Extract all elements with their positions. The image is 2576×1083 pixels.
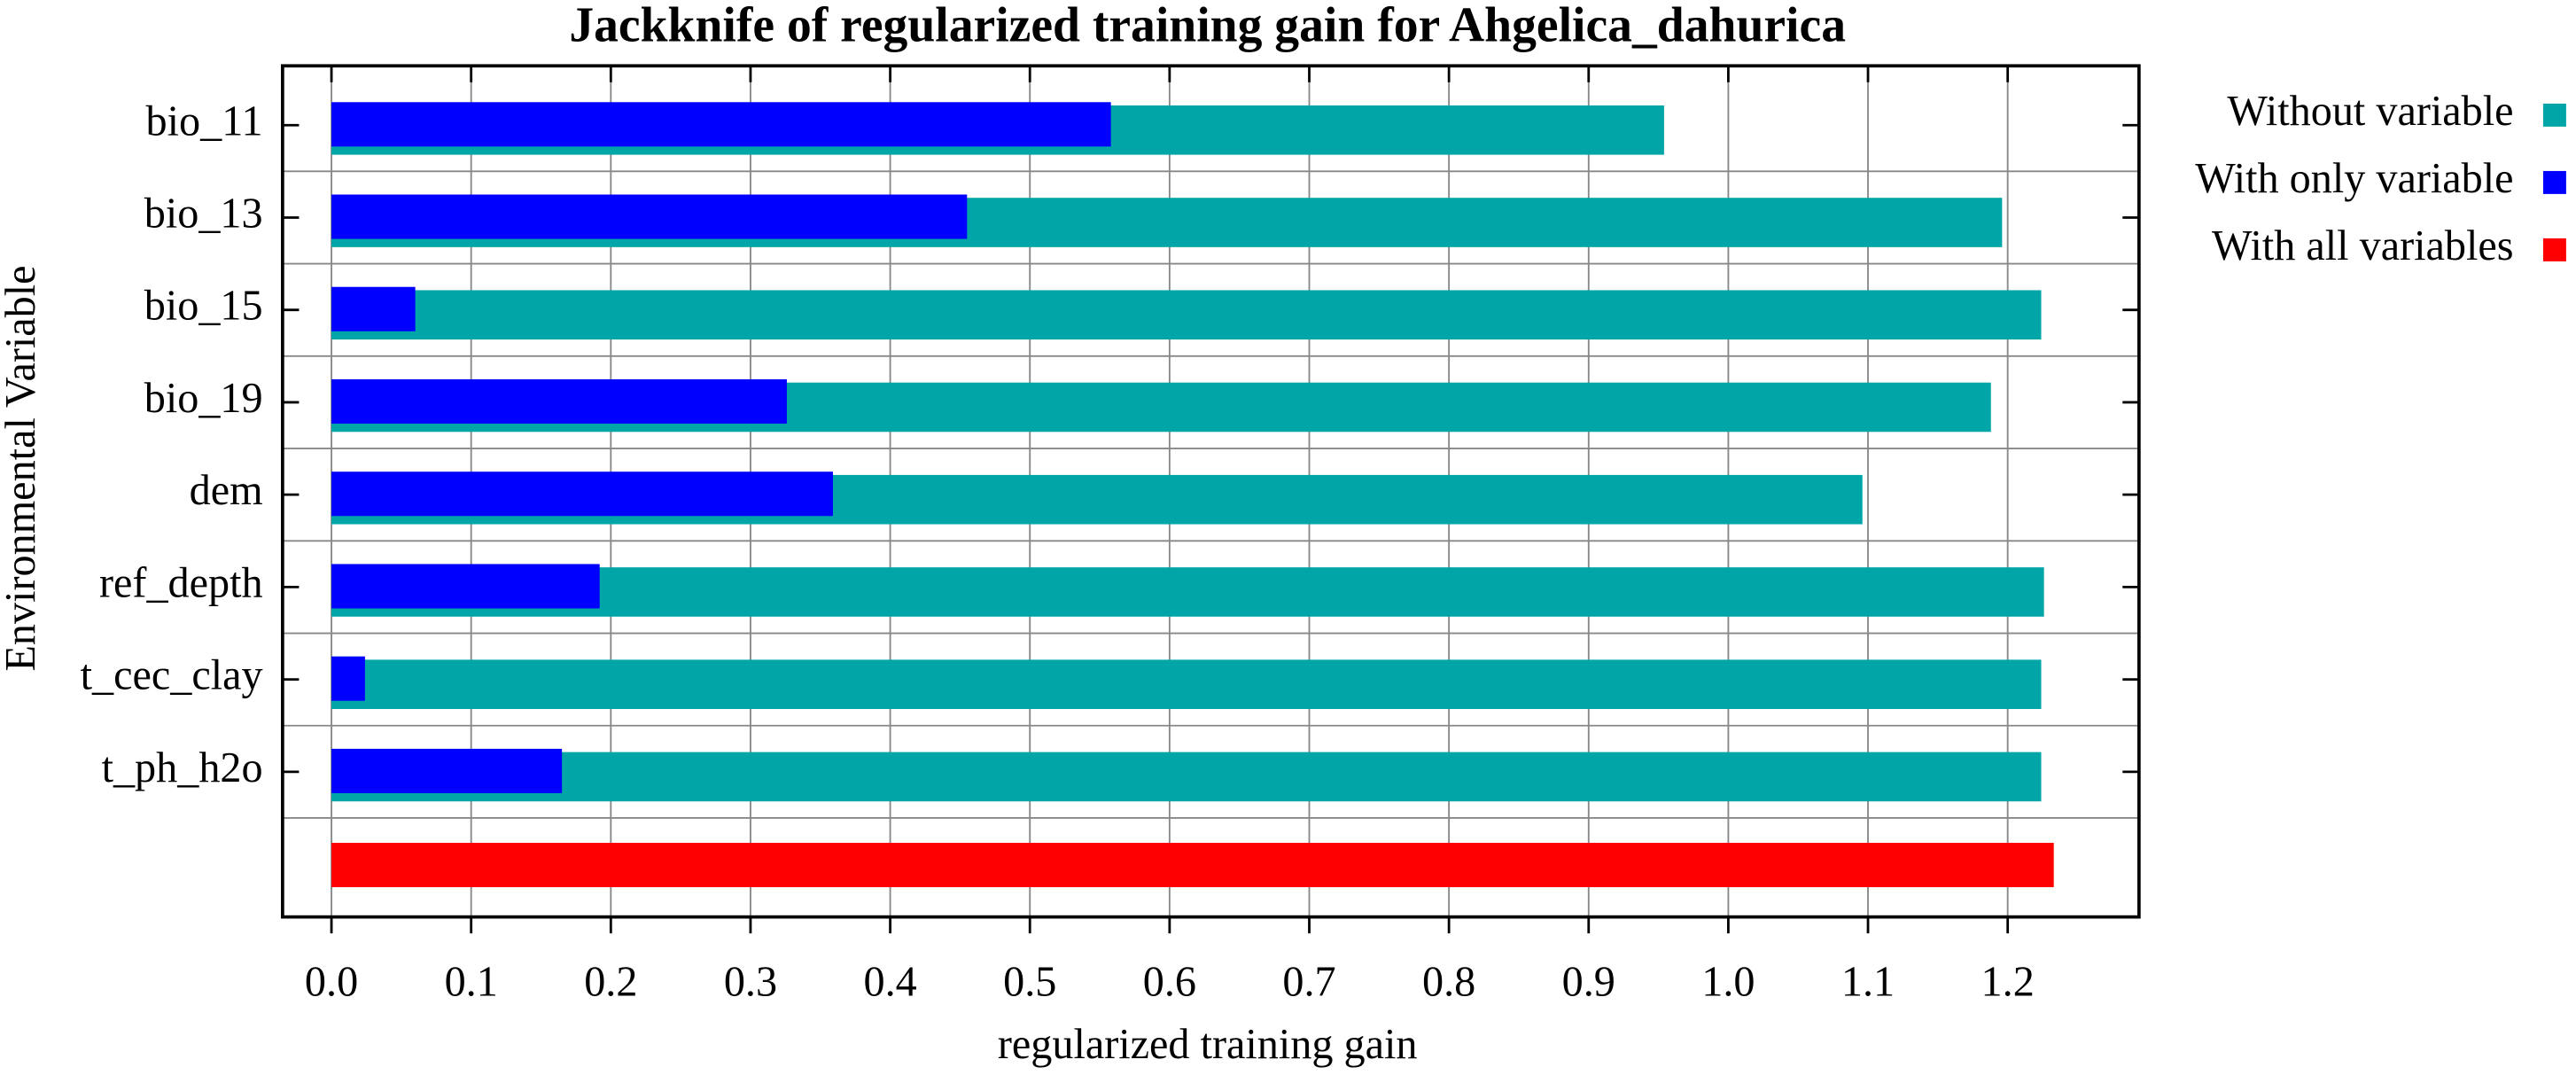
x-tick-label: 1.1 [1841, 959, 1895, 1006]
x-tick-label: 0.0 [305, 959, 358, 1006]
plot-frame [281, 64, 2141, 919]
legend-label: Without variable [2227, 88, 2513, 135]
legend-label: With all variables [2212, 222, 2514, 269]
x-tick-label: 1.2 [1981, 959, 2035, 1006]
legend-swatch [2542, 103, 2566, 127]
legend-label: With only variable [2195, 155, 2513, 202]
bar [331, 286, 416, 331]
y-tick-label: bio_15 [144, 283, 263, 330]
x-tick-label: 1.0 [1701, 959, 1755, 1006]
x-tick-label: 0.1 [445, 959, 498, 1006]
bar [331, 656, 365, 701]
y-axis-label: Environmental Variable [0, 265, 44, 671]
legend-swatch [2542, 238, 2566, 261]
bar [331, 378, 787, 425]
bar [331, 290, 2042, 340]
bar [331, 194, 968, 239]
x-tick-label: 0.5 [1003, 959, 1056, 1006]
y-tick-label: ref_depth [99, 559, 263, 606]
bar [331, 564, 600, 609]
x-tick-label: 0.9 [1562, 959, 1615, 1006]
bar [331, 471, 833, 517]
y-tick-label: t_ph_h2o [102, 744, 263, 791]
x-tick-label: 0.2 [584, 959, 637, 1006]
x-tick-label: 0.3 [724, 959, 777, 1006]
bar [331, 752, 2042, 802]
y-tick-label: t_cec_clay [81, 652, 263, 699]
bar [331, 102, 1111, 147]
y-tick-label: bio_19 [144, 375, 263, 422]
x-tick-label: 0.4 [863, 959, 916, 1006]
y-tick-label: dem [190, 467, 263, 514]
legend-swatch [2542, 170, 2566, 194]
x-axis-label: regularized training gain [998, 1021, 1418, 1068]
chart-title: Jackknife of regularized training gain f… [569, 0, 1846, 52]
bar [331, 567, 2044, 617]
y-tick-label: bio_13 [144, 191, 263, 238]
x-tick-label: 0.8 [1422, 959, 1475, 1006]
y-tick-label: bio_11 [146, 97, 263, 144]
bar [331, 659, 2042, 710]
bar [331, 748, 563, 793]
x-tick-label: 0.7 [1282, 959, 1335, 1006]
bar [331, 842, 2054, 888]
x-tick-label: 0.6 [1143, 959, 1196, 1006]
